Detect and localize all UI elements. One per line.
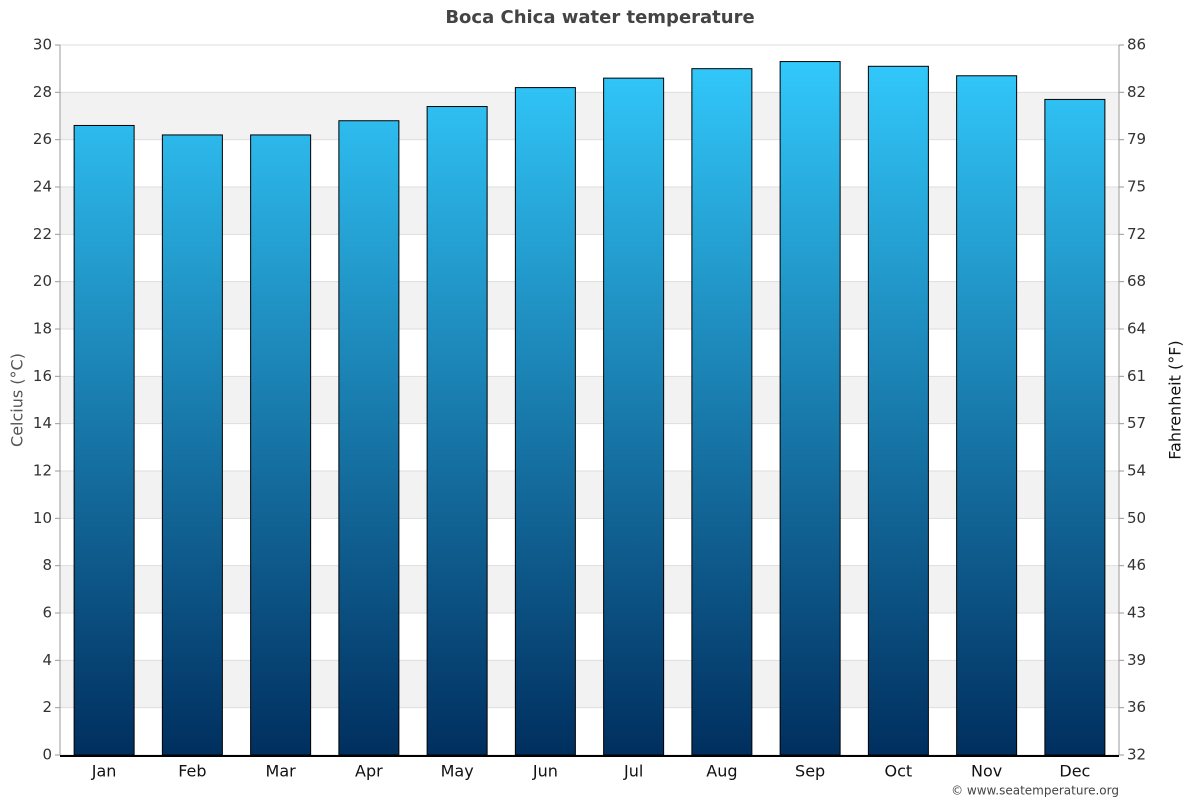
y-tick-label: 2 (42, 698, 52, 716)
y2-tick-label: 64 (1127, 320, 1146, 338)
bar (691, 68, 753, 756)
x-tick-label: Jun (532, 762, 558, 781)
grid-band (60, 281, 1119, 329)
y-tick-label: 20 (33, 272, 52, 290)
y2-tick-label: 54 (1127, 462, 1146, 480)
y2-tick-label: 39 (1127, 651, 1146, 669)
bar (956, 75, 1018, 756)
y2-tick-label: 72 (1127, 225, 1146, 243)
x-tick-label: Mar (266, 762, 297, 781)
y-tick-label: 18 (33, 320, 52, 338)
bar (161, 134, 223, 756)
y2-tick-label: 82 (1127, 83, 1146, 101)
x-tick-label: Sep (795, 762, 825, 781)
x-tick-label: May (441, 762, 474, 781)
y-tick-label: 4 (42, 651, 52, 669)
grid-band (60, 92, 1119, 140)
x-tick-label: Dec (1059, 762, 1090, 781)
y2-tick-label: 50 (1127, 509, 1146, 527)
y-tick-label: 0 (42, 746, 52, 764)
x-tick-label: Aug (706, 762, 737, 781)
bar (867, 65, 929, 756)
y2-tick-label: 61 (1127, 367, 1146, 385)
x-tick-label: Nov (971, 762, 1002, 781)
y2-tick-label: 79 (1127, 130, 1146, 148)
y2-tick-label: 57 (1127, 414, 1146, 432)
x-tick-label: Oct (885, 762, 913, 781)
y2-tick-label: 68 (1127, 272, 1146, 290)
x-tick-label: Feb (178, 762, 206, 781)
bar (514, 87, 576, 756)
bar (426, 106, 488, 756)
x-tick-label: Jan (91, 762, 117, 781)
y-tick-label: 24 (33, 178, 52, 196)
bar (603, 77, 665, 756)
chart-title: Boca Chica water temperature (445, 7, 754, 28)
y-tick-label: 26 (33, 130, 52, 148)
y-tick-label: 30 (33, 36, 52, 54)
y-tick-label: 10 (33, 509, 52, 527)
grid-band (60, 376, 1119, 424)
bar (338, 120, 400, 756)
y-tick-label: 14 (33, 414, 52, 432)
y2-tick-label: 32 (1127, 746, 1146, 764)
bar (73, 124, 135, 756)
y-tick-label: 8 (42, 556, 52, 574)
y-tick-label: 16 (33, 367, 52, 385)
y2-tick-label: 86 (1127, 36, 1146, 54)
y-tick-label: 12 (33, 462, 52, 480)
y-tick-label: 28 (33, 83, 52, 101)
grid-band (60, 471, 1119, 519)
bar (250, 134, 312, 756)
y-axis-label: Celcius (°C) (8, 353, 27, 447)
y-tick-label: 22 (33, 225, 52, 243)
bar (1044, 98, 1106, 756)
y2-tick-label: 43 (1127, 604, 1146, 622)
y2-tick-label: 75 (1127, 178, 1146, 196)
x-tick-label: Apr (355, 762, 383, 781)
y2-axis-label: Fahrenheit (°F) (1166, 340, 1185, 459)
y-tick-label: 6 (42, 604, 52, 622)
y2-tick-label: 36 (1127, 698, 1146, 716)
y2-tick-label: 46 (1127, 556, 1146, 574)
bar (779, 61, 841, 756)
grid-band (60, 565, 1119, 613)
credit: © www.seatemperature.org (951, 784, 1119, 798)
grid-band (60, 660, 1119, 708)
x-tick-label: Jul (623, 762, 643, 781)
grid-band (60, 187, 1119, 235)
